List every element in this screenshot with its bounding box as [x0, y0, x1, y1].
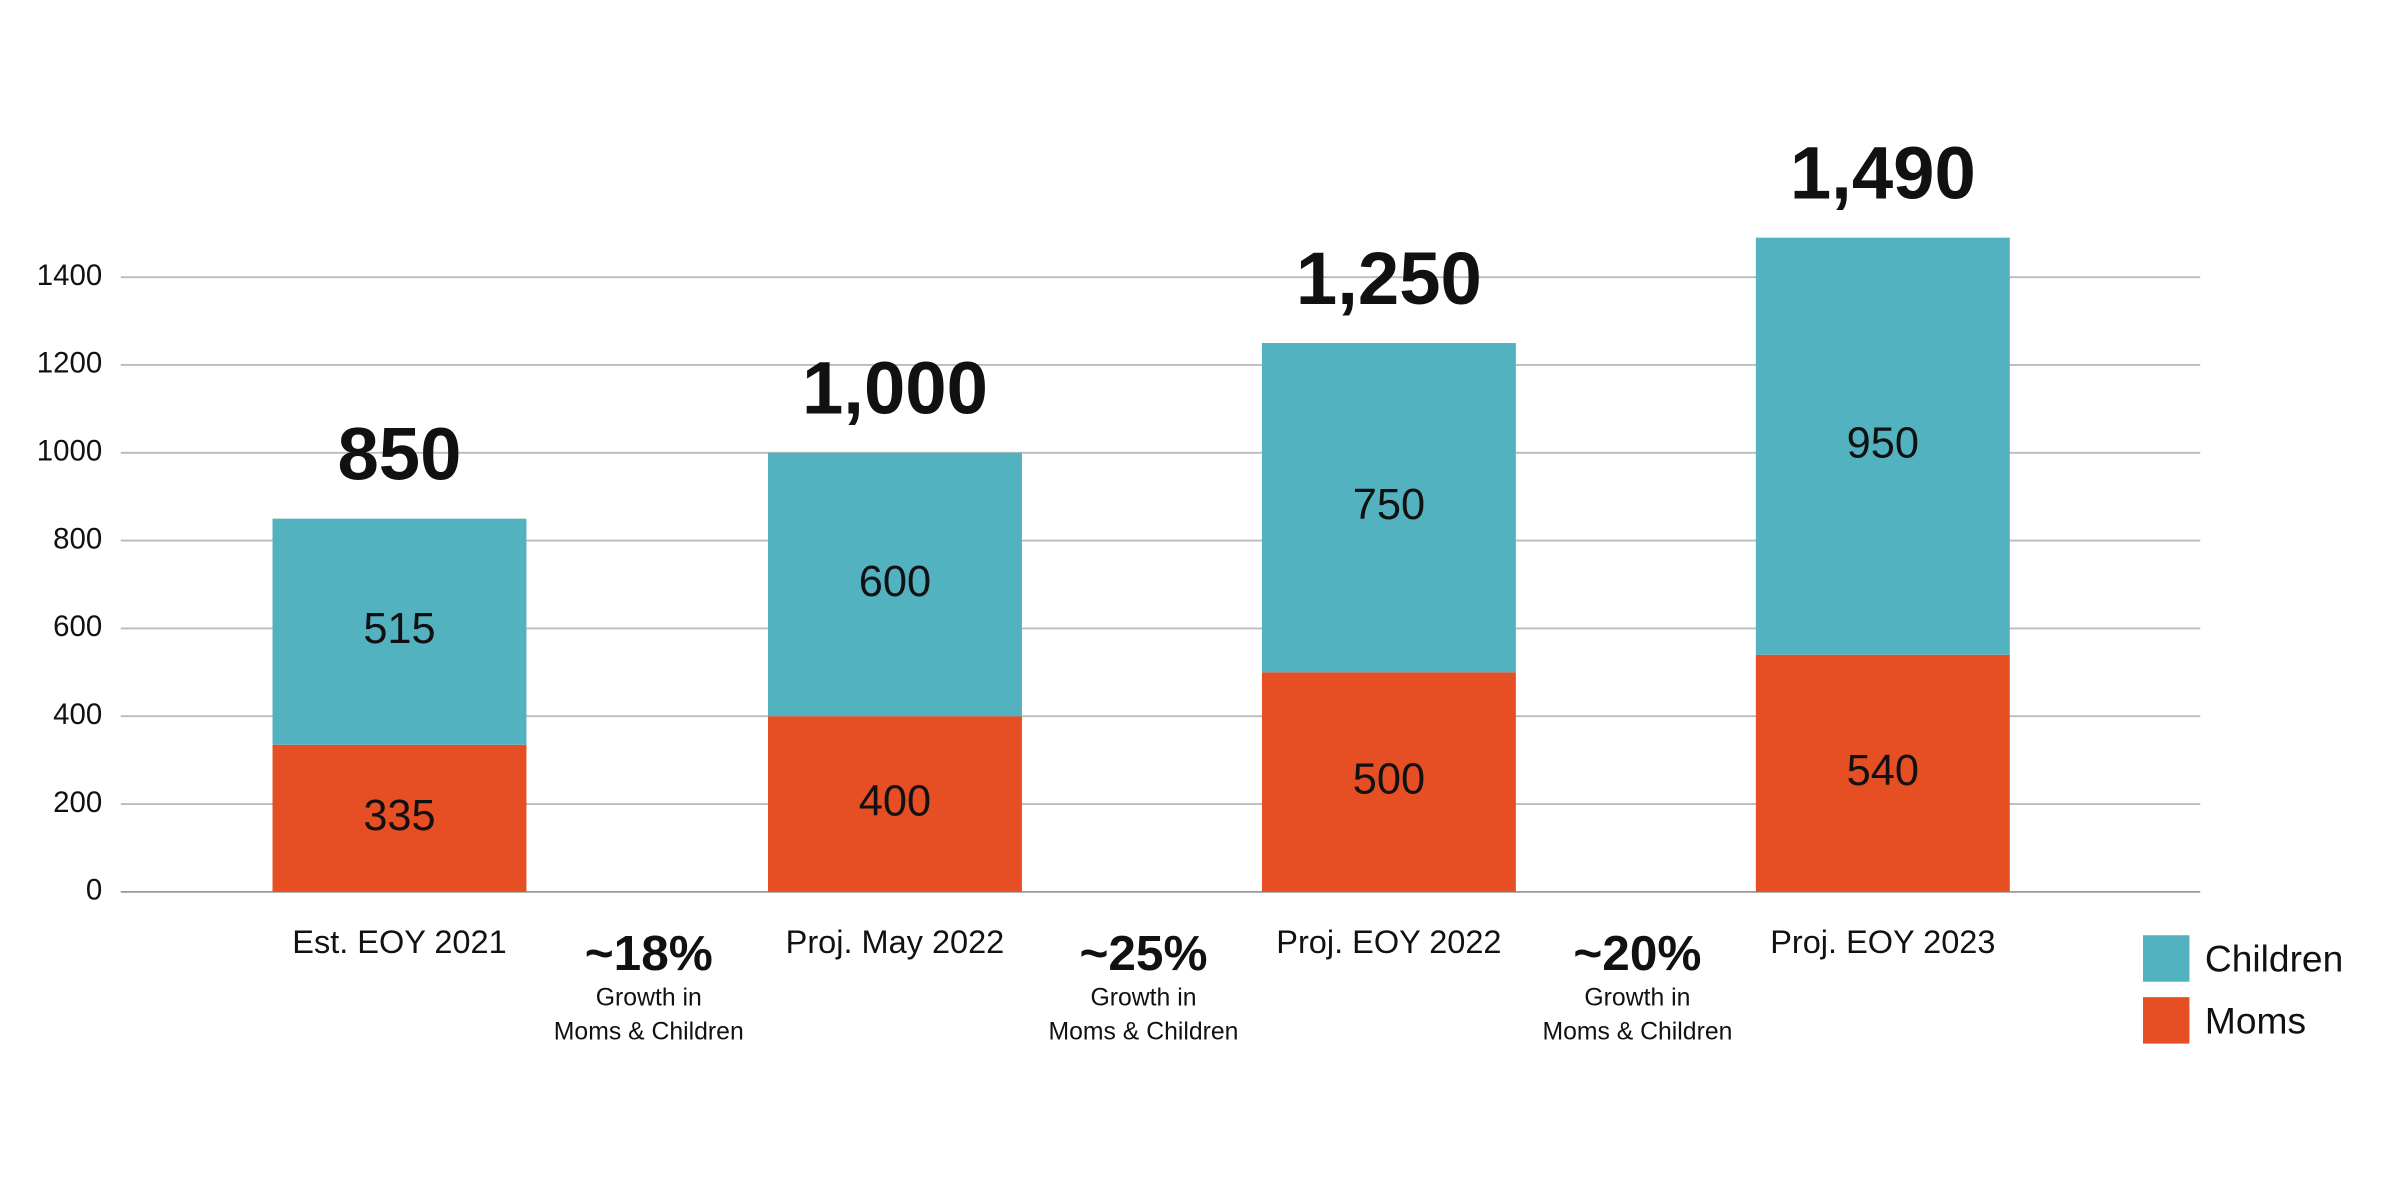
data-label: 540: [1847, 747, 1919, 795]
growth-note: Growth in: [1090, 984, 1196, 1011]
legend-label: Children: [2205, 937, 2343, 979]
x-tick-label: Est. EOY 2021: [292, 924, 506, 960]
data-label: 750: [1353, 481, 1425, 529]
bar-segment: [1755, 654, 2010, 892]
data-label: 950: [1847, 420, 1919, 468]
growth-note: Moms & Children: [1542, 1018, 1732, 1045]
growth-note: Growth in: [596, 984, 702, 1011]
bar-segment: [768, 452, 1022, 717]
data-label: 500: [1353, 756, 1425, 804]
bar-segment: [1261, 672, 1516, 892]
growth-note: Moms & Children: [554, 1018, 744, 1045]
data-label: 335: [363, 792, 435, 840]
data-label: 600: [859, 558, 931, 606]
bar-segment: [272, 744, 527, 892]
x-tick-label: Proj. EOY 2023: [1770, 924, 1995, 960]
y-tick-label: 800: [53, 522, 102, 555]
bar-segment: [1261, 343, 1516, 673]
growth-percent: ~25%: [1079, 926, 1207, 981]
total-label: 850: [337, 412, 461, 495]
legend-label: Moms: [2205, 999, 2306, 1041]
y-tick-label: 400: [53, 698, 102, 731]
total-label: 1,250: [1296, 237, 1482, 320]
y-tick-label: 1400: [37, 259, 102, 292]
growth-percent: ~18%: [585, 926, 713, 981]
data-label: 515: [363, 605, 435, 653]
bar-segment: [768, 716, 1022, 892]
y-tick-label: 600: [53, 610, 102, 643]
legend-swatch: [2142, 997, 2190, 1044]
total-label: 1,000: [802, 347, 988, 430]
x-tick-label: Proj. EOY 2022: [1276, 924, 1501, 960]
bar-segment: [1755, 237, 2010, 655]
bar-segment: [272, 518, 527, 745]
growth-percent: ~20%: [1573, 926, 1701, 981]
y-tick-label: 1200: [37, 347, 102, 380]
x-tick-label: Proj. May 2022: [786, 924, 1005, 960]
data-label: 400: [859, 778, 931, 826]
y-tick-label: 1000: [37, 435, 102, 468]
y-tick-label: 200: [53, 786, 102, 819]
growth-note: Growth in: [1584, 984, 1690, 1011]
total-label: 1,490: [1790, 131, 1976, 214]
y-tick-label: 0: [86, 874, 102, 907]
growth-note: Moms & Children: [1049, 1018, 1239, 1045]
legend-swatch: [2142, 935, 2190, 982]
